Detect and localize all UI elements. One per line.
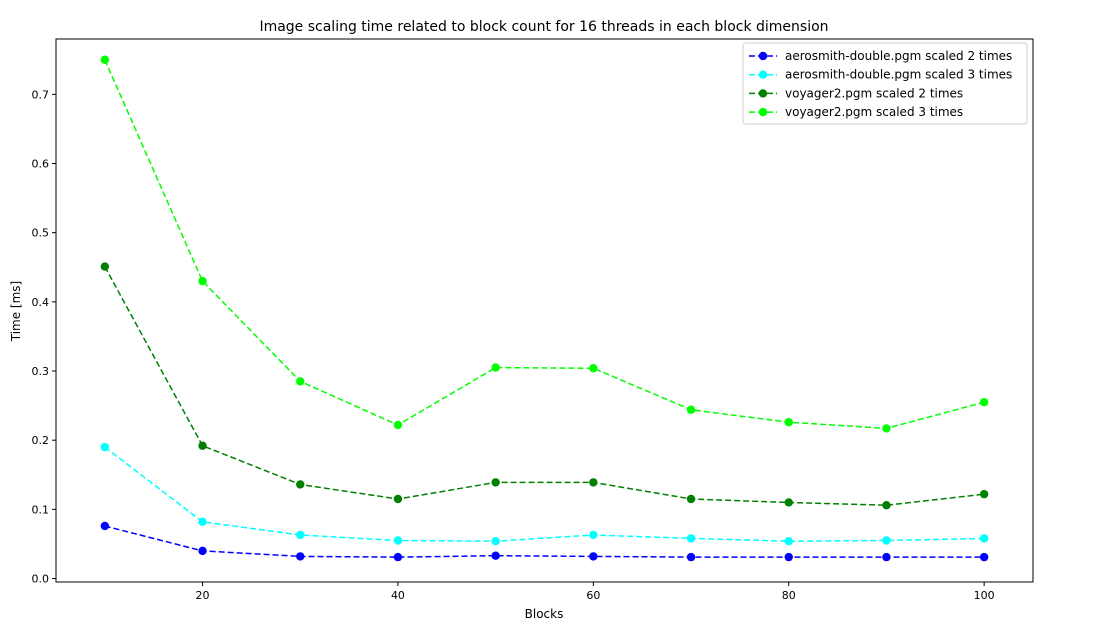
data-point xyxy=(296,530,305,540)
data-point xyxy=(491,551,500,560)
series-2 xyxy=(100,262,989,510)
data-point xyxy=(589,530,598,540)
series-line xyxy=(104,59,985,430)
data-point xyxy=(686,552,696,562)
data-point xyxy=(100,55,110,64)
y-tick-label: 0.3 xyxy=(32,365,50,378)
data-point xyxy=(882,552,891,562)
data-point xyxy=(882,424,891,433)
legend-item: aerosmith-double.pgm scaled 2 times xyxy=(749,49,1012,63)
y-axis: 0.0 0.1 0.2 0.3 0.4 0.5 0.6 0.7 xyxy=(32,88,56,586)
x-tick-label: 60 xyxy=(586,589,600,602)
data-point xyxy=(198,546,207,556)
data-point xyxy=(198,276,207,286)
legend-item: voyager2.pgm scaled 3 times xyxy=(749,105,963,119)
legend-marker xyxy=(758,89,768,98)
legend-label: voyager2.pgm scaled 3 times xyxy=(785,105,963,119)
y-tick-label: 0.5 xyxy=(32,227,50,240)
data-point xyxy=(589,364,598,373)
x-axis: 20 40 60 80 100 xyxy=(196,582,995,602)
series-1 xyxy=(100,442,989,546)
data-point xyxy=(198,517,207,527)
data-point xyxy=(296,480,305,489)
data-point xyxy=(589,552,598,561)
series-line xyxy=(104,525,985,558)
series-line xyxy=(104,446,985,542)
data-point xyxy=(296,552,305,561)
data-point xyxy=(589,478,598,487)
legend-marker xyxy=(758,51,768,61)
x-tick-label: 80 xyxy=(782,589,796,602)
legend-label: aerosmith-double.pgm scaled 2 times xyxy=(785,49,1012,63)
y-tick-label: 0.2 xyxy=(32,434,50,447)
data-point xyxy=(686,494,696,504)
data-point xyxy=(979,489,989,499)
data-point xyxy=(979,397,989,407)
series-line xyxy=(104,266,985,506)
x-tick-label: 100 xyxy=(974,589,995,602)
data-point xyxy=(393,552,403,562)
data-point xyxy=(491,536,500,546)
data-point xyxy=(784,552,793,562)
y-tick-label: 0.6 xyxy=(32,158,50,171)
data-point xyxy=(882,501,891,510)
data-point xyxy=(393,494,403,504)
y-tick-label: 0.4 xyxy=(32,296,50,309)
legend-item: voyager2.pgm scaled 2 times xyxy=(749,86,963,100)
y-tick-label: 0.0 xyxy=(32,573,50,586)
data-point xyxy=(979,534,989,543)
data-point xyxy=(296,377,305,386)
data-point xyxy=(100,262,110,271)
y-tick-label: 0.7 xyxy=(32,88,50,101)
data-point xyxy=(100,442,110,452)
data-point xyxy=(393,420,403,430)
y-tick-label: 0.1 xyxy=(32,503,50,516)
legend-box xyxy=(742,42,1028,125)
y-axis-title: Time [ms] xyxy=(9,281,23,343)
data-point xyxy=(784,498,793,507)
data-point xyxy=(784,536,793,546)
series-layer xyxy=(100,55,989,562)
legend: aerosmith-double.pgm scaled 2 times aeros… xyxy=(742,42,1028,125)
data-point xyxy=(491,478,500,487)
x-axis-title: Blocks xyxy=(525,607,564,621)
legend-marker xyxy=(758,107,768,117)
series-0 xyxy=(100,521,989,562)
data-point xyxy=(686,405,696,414)
x-tick-label: 20 xyxy=(196,589,210,602)
data-point xyxy=(784,418,793,427)
data-point xyxy=(491,363,500,372)
plot-area xyxy=(55,38,1034,583)
legend-item: aerosmith-double.pgm scaled 3 times xyxy=(749,68,1012,82)
data-point xyxy=(198,441,207,450)
data-point xyxy=(882,536,891,545)
legend-label: aerosmith-double.pgm scaled 3 times xyxy=(785,68,1012,82)
series-3 xyxy=(100,55,989,433)
chart-title: Image scaling time related to block coun… xyxy=(259,19,828,35)
data-point xyxy=(979,552,989,562)
data-point xyxy=(100,521,110,531)
legend-marker xyxy=(758,70,768,79)
data-point xyxy=(393,536,403,545)
x-tick-label: 40 xyxy=(391,589,405,602)
legend-label: voyager2.pgm scaled 2 times xyxy=(785,86,963,100)
data-point xyxy=(686,534,696,543)
